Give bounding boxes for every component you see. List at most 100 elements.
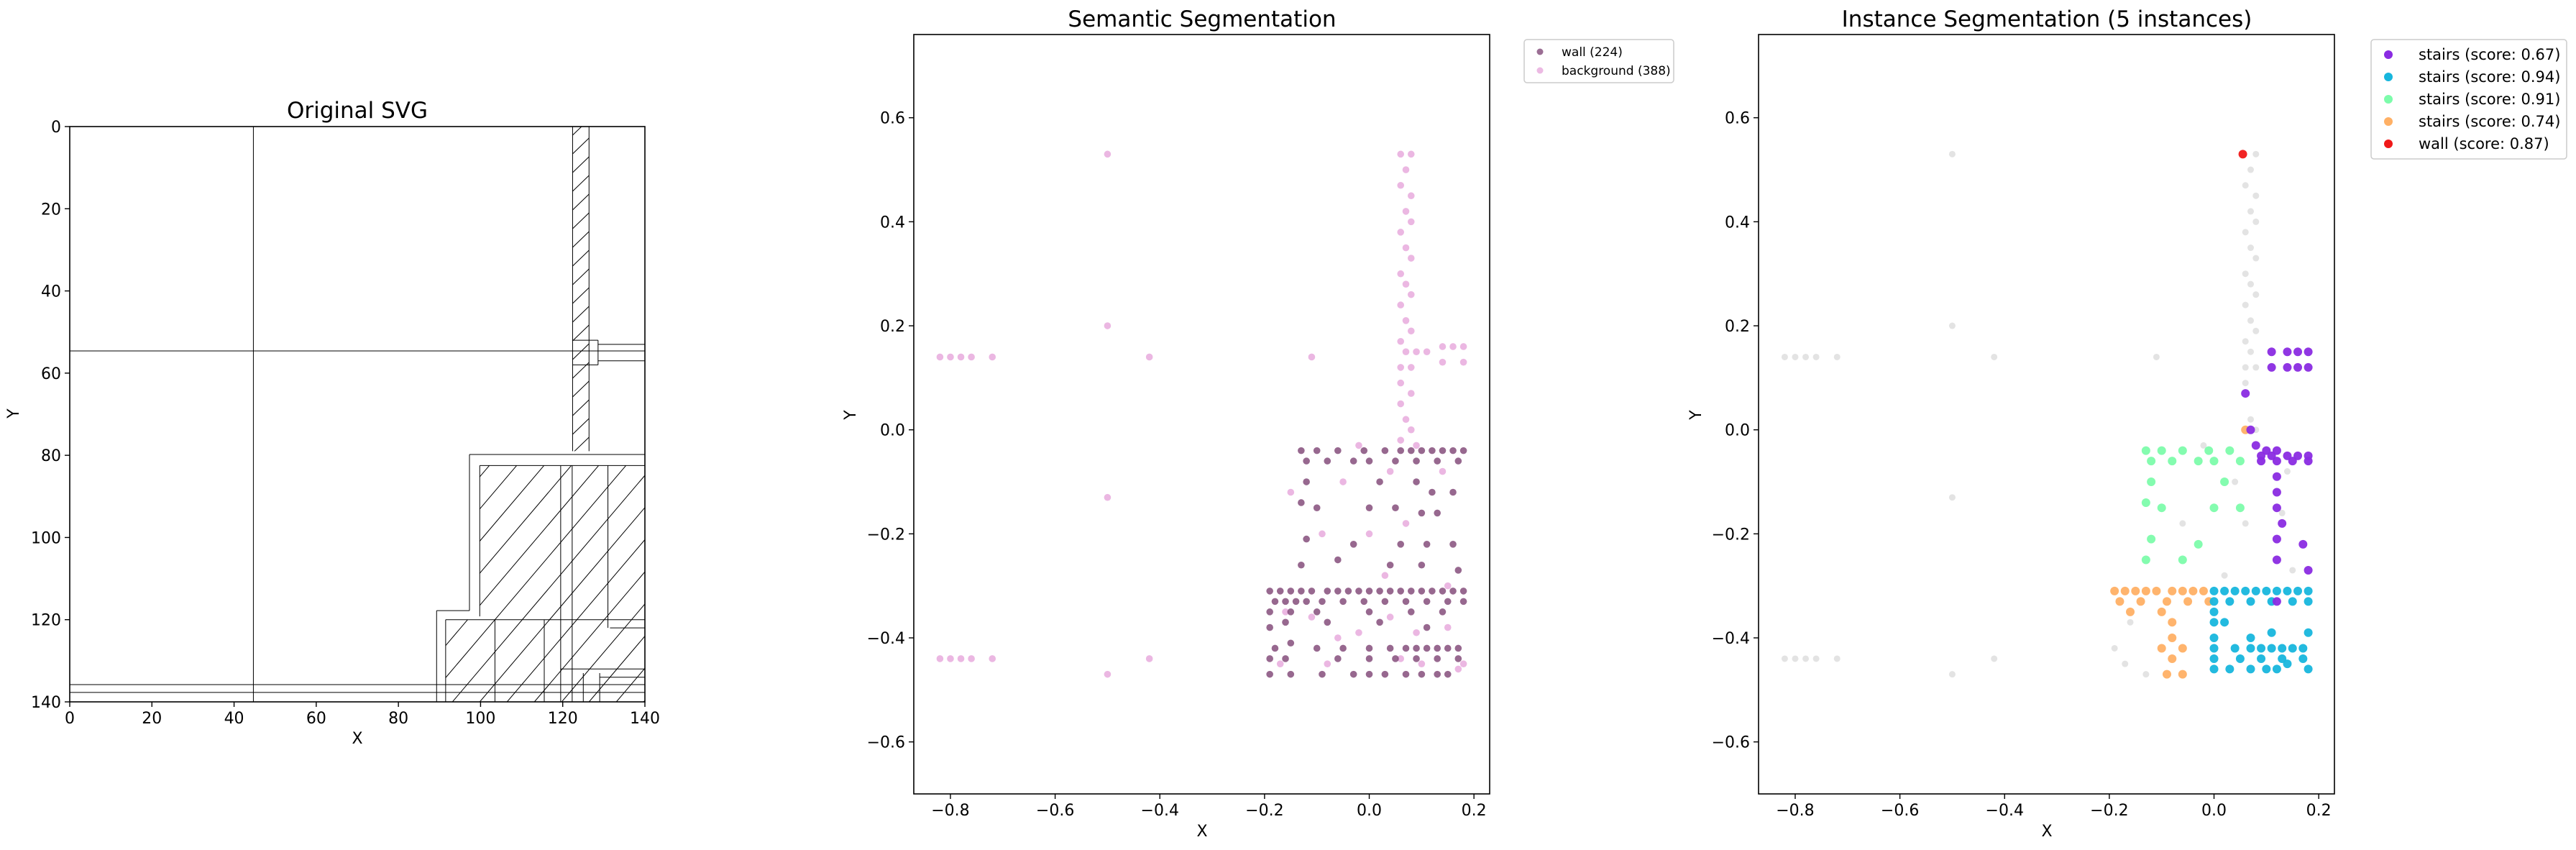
data-point bbox=[1413, 348, 1420, 356]
data-point bbox=[1365, 608, 1373, 616]
data-point bbox=[2238, 150, 2247, 159]
data-point bbox=[2157, 607, 2166, 616]
x-tick-label: −0.6 bbox=[1036, 802, 1074, 820]
unassigned-point bbox=[2242, 338, 2249, 345]
data-point bbox=[2267, 347, 2276, 357]
unassigned-point bbox=[2179, 520, 2186, 527]
data-point bbox=[1439, 447, 1447, 454]
data-point bbox=[1355, 442, 1362, 449]
hatch-line bbox=[572, 137, 590, 155]
data-point bbox=[1392, 457, 1399, 465]
data-point bbox=[2298, 644, 2308, 653]
data-point bbox=[2293, 451, 2303, 460]
unassigned-point bbox=[2153, 353, 2160, 360]
data-point bbox=[2225, 597, 2234, 606]
hatch-line bbox=[572, 231, 590, 248]
data-point bbox=[2141, 555, 2150, 565]
data-point bbox=[2262, 664, 2271, 674]
data-point bbox=[1145, 655, 1153, 662]
data-point bbox=[2267, 362, 2276, 372]
data-point bbox=[2235, 457, 2245, 466]
data-point bbox=[2141, 586, 2150, 595]
data-point bbox=[1413, 655, 1420, 662]
data-point bbox=[1407, 291, 1415, 298]
data-point bbox=[1397, 270, 1405, 278]
data-point bbox=[1434, 670, 1441, 678]
data-point bbox=[1459, 358, 1467, 366]
data-point bbox=[2209, 634, 2219, 643]
hatch-line bbox=[588, 465, 645, 702]
unassigned-point bbox=[2242, 270, 2249, 278]
data-point bbox=[1402, 644, 1410, 652]
unassigned-point bbox=[2252, 218, 2260, 225]
hatch-line bbox=[574, 437, 590, 452]
hatch-line bbox=[780, 465, 981, 702]
hatch-line bbox=[445, 465, 517, 702]
data-point bbox=[1365, 530, 1373, 538]
data-point bbox=[2141, 446, 2150, 455]
hatch-line bbox=[445, 465, 544, 702]
unassigned-point bbox=[2247, 280, 2254, 288]
data-point bbox=[1423, 348, 1431, 356]
legend-label-background: background (388) bbox=[1562, 64, 1671, 78]
unassigned-point bbox=[2122, 660, 2129, 667]
data-point bbox=[2183, 597, 2193, 606]
data-point bbox=[957, 353, 965, 361]
x-tick-label: 120 bbox=[548, 710, 578, 728]
data-point bbox=[1276, 660, 1284, 667]
data-point bbox=[2283, 659, 2292, 669]
legend-marker-stairs-074 bbox=[2384, 117, 2393, 126]
x-axis-label: X bbox=[2041, 823, 2052, 841]
data-point bbox=[1454, 665, 1462, 673]
data-point bbox=[1407, 218, 1415, 226]
data-point bbox=[1381, 572, 1389, 580]
unassigned-point bbox=[1948, 322, 1956, 329]
series-wall bbox=[1266, 447, 1467, 678]
data-point bbox=[1324, 618, 1331, 626]
instance-segmentation-panel: Instance Segmentation (5 instances) X Y … bbox=[1687, 6, 2567, 841]
data-point bbox=[1397, 437, 1405, 444]
x-tick-label: 0.2 bbox=[1462, 802, 1487, 820]
data-point bbox=[1271, 644, 1279, 652]
data-point bbox=[2209, 607, 2219, 616]
y-axis-label: Y bbox=[842, 410, 860, 421]
x-tick-label: −0.8 bbox=[1776, 802, 1814, 820]
unassigned-point bbox=[2252, 150, 2260, 157]
legend-frame bbox=[1523, 39, 1674, 83]
data-point bbox=[1402, 670, 1410, 678]
data-point bbox=[2230, 644, 2240, 653]
data-point bbox=[1402, 166, 1410, 173]
data-point bbox=[1319, 670, 1326, 678]
data-point bbox=[2162, 597, 2171, 606]
series-stairs bbox=[2110, 425, 2250, 679]
data-point bbox=[1402, 208, 1410, 215]
y-tick-label: 20 bbox=[41, 201, 61, 219]
series-stairs bbox=[2241, 347, 2313, 606]
hatch-line bbox=[572, 306, 590, 323]
hatch-line bbox=[889, 465, 1090, 702]
series-stairs bbox=[2209, 586, 2313, 674]
data-point bbox=[1376, 588, 1383, 595]
hatch-line bbox=[572, 287, 590, 304]
data-point bbox=[2267, 451, 2276, 460]
data-point bbox=[1449, 343, 1457, 350]
data-point bbox=[1439, 608, 1447, 616]
data-point bbox=[1459, 447, 1467, 454]
x-tick-label: −0.2 bbox=[1245, 802, 1283, 820]
unassigned-point bbox=[1781, 353, 1788, 360]
data-point bbox=[2235, 503, 2245, 513]
data-point bbox=[2162, 670, 2171, 679]
hatch-line bbox=[944, 465, 1145, 702]
data-point bbox=[1439, 343, 1447, 350]
data-point bbox=[1449, 488, 1457, 496]
data-point bbox=[1397, 301, 1405, 309]
data-point bbox=[2257, 457, 2266, 466]
hatch-line bbox=[572, 324, 590, 342]
data-point bbox=[1397, 447, 1405, 454]
data-point bbox=[2209, 664, 2219, 674]
hatch-line bbox=[479, 465, 645, 702]
data-point bbox=[2246, 425, 2255, 434]
data-point bbox=[957, 655, 965, 662]
y-tick-label: 0.6 bbox=[1725, 110, 1750, 128]
data-point bbox=[1434, 655, 1441, 662]
